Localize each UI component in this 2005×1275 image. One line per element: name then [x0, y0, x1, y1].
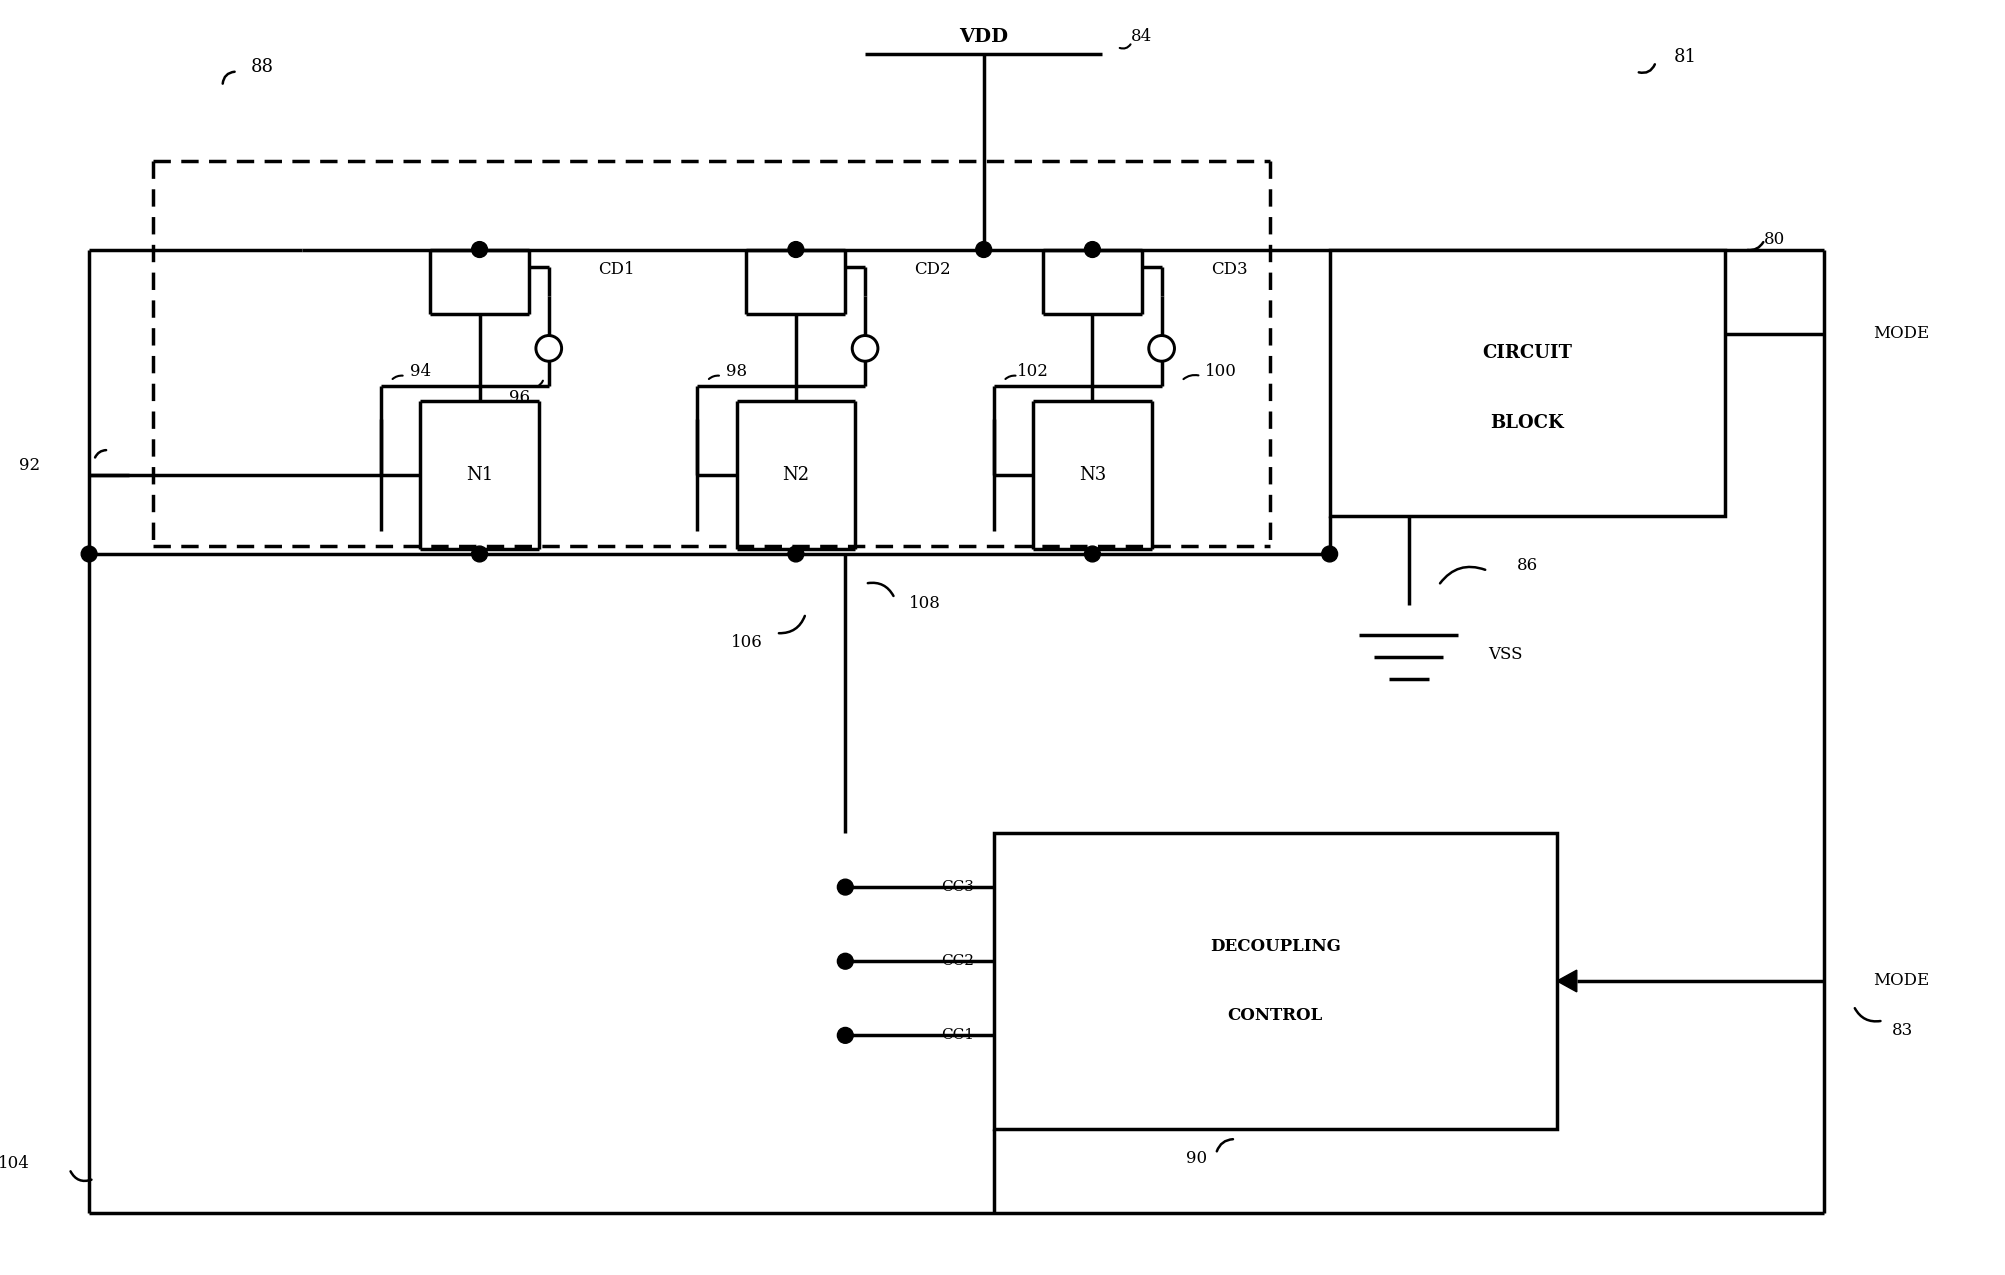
Text: BLOCK: BLOCK: [1490, 413, 1564, 431]
Text: 104: 104: [0, 1155, 30, 1173]
Text: 88: 88: [251, 57, 273, 75]
Circle shape: [836, 1028, 852, 1043]
Circle shape: [1085, 241, 1101, 258]
Text: CIRCUIT: CIRCUIT: [1482, 344, 1572, 362]
Circle shape: [836, 880, 852, 895]
Text: 106: 106: [730, 635, 762, 652]
Text: CD3: CD3: [1211, 261, 1247, 278]
Text: VSS: VSS: [1488, 646, 1522, 663]
Circle shape: [1149, 335, 1173, 361]
Text: 98: 98: [726, 362, 746, 380]
Text: N1: N1: [465, 465, 493, 484]
Circle shape: [1085, 546, 1101, 562]
Text: 108: 108: [908, 595, 940, 612]
Text: MODE: MODE: [1873, 325, 1929, 342]
Circle shape: [836, 954, 852, 969]
Bar: [1329, 250, 1724, 516]
Circle shape: [80, 546, 96, 562]
Text: 94: 94: [409, 362, 431, 380]
Circle shape: [788, 546, 804, 562]
Text: CD1: CD1: [597, 261, 634, 278]
Text: CC1: CC1: [940, 1029, 972, 1043]
Text: 100: 100: [1205, 362, 1237, 380]
Text: 83: 83: [1891, 1023, 1913, 1039]
Text: 80: 80: [1762, 231, 1784, 249]
Text: 84: 84: [1131, 28, 1153, 46]
Circle shape: [852, 335, 878, 361]
Text: N2: N2: [782, 465, 810, 484]
Text: CONTROL: CONTROL: [1227, 1007, 1321, 1024]
Circle shape: [535, 335, 561, 361]
Circle shape: [471, 241, 487, 258]
Text: CD2: CD2: [914, 261, 950, 278]
Circle shape: [974, 241, 990, 258]
Bar: [992, 833, 1556, 1130]
Circle shape: [1321, 546, 1337, 562]
Text: 102: 102: [1017, 362, 1049, 380]
Text: 92: 92: [18, 456, 40, 473]
Text: 86: 86: [1516, 557, 1538, 574]
Text: DECOUPLING: DECOUPLING: [1209, 938, 1339, 955]
Text: MODE: MODE: [1873, 973, 1929, 989]
Polygon shape: [1556, 970, 1576, 992]
Text: N3: N3: [1079, 465, 1105, 484]
Text: VDD: VDD: [958, 28, 1009, 46]
Text: CC3: CC3: [940, 880, 972, 894]
Text: CC2: CC2: [940, 954, 972, 968]
Text: 81: 81: [1674, 47, 1696, 66]
Circle shape: [471, 546, 487, 562]
Circle shape: [788, 241, 804, 258]
Text: 90: 90: [1185, 1150, 1207, 1168]
Text: 96: 96: [509, 389, 529, 407]
